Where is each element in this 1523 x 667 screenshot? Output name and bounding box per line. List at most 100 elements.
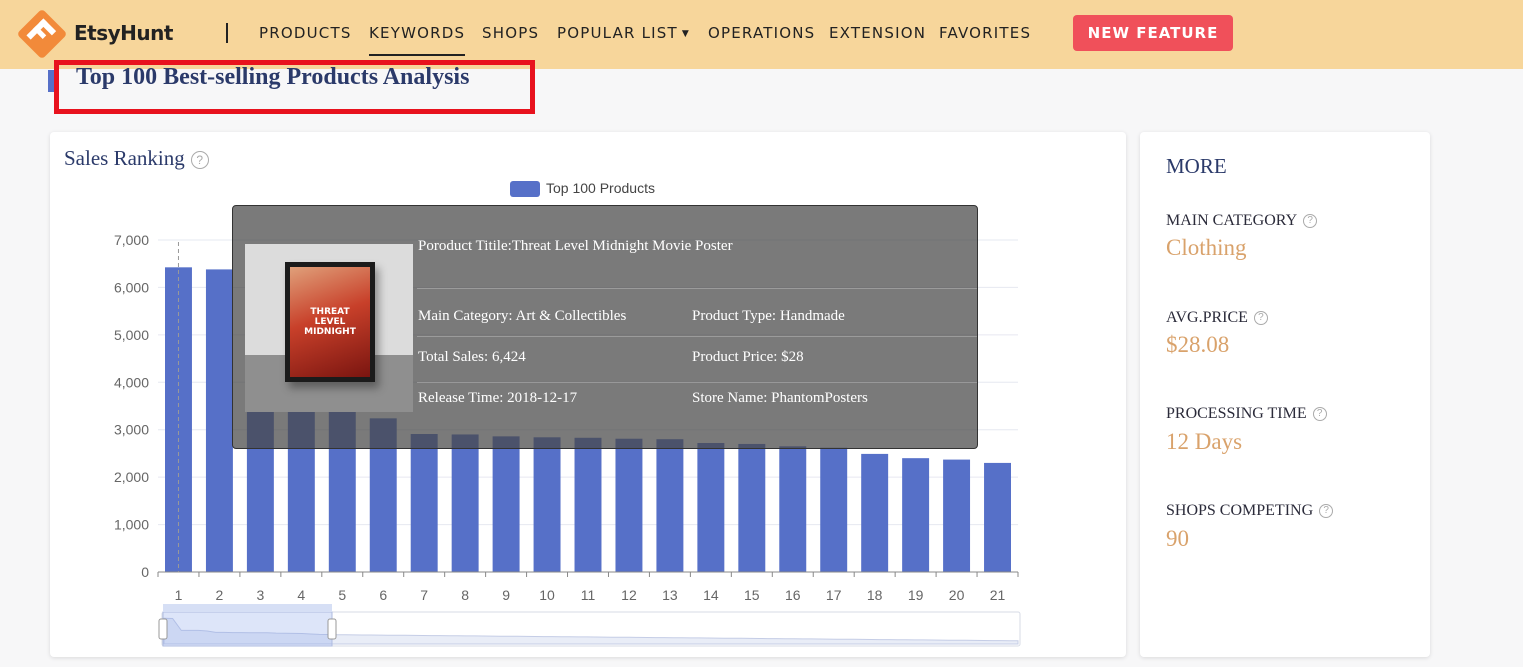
tooltip-product-price: Product Price: $28: [692, 349, 804, 365]
x-tick-label: 21: [990, 587, 1006, 603]
x-tick-label: 14: [703, 587, 719, 603]
poster-text: THREAT LEVEL MIDNIGHT: [304, 307, 356, 337]
nav-extension[interactable]: EXTENSION: [829, 24, 927, 42]
main-category-value: Clothing: [1166, 235, 1247, 260]
x-tick-label: 12: [621, 587, 637, 603]
tooltip-divider: [417, 288, 977, 289]
highlight-box: [54, 60, 535, 114]
bar: [820, 447, 848, 572]
page-title: Top 100 Best-selling Products Analysis: [76, 64, 470, 90]
x-tick-label: 8: [461, 587, 469, 603]
x-tick-label: 9: [502, 587, 510, 603]
chart-legend[interactable]: Top 100 Products: [510, 180, 655, 198]
bar: [984, 462, 1011, 572]
x-tick-label: 5: [338, 587, 346, 603]
nav-shops[interactable]: SHOPS: [482, 24, 540, 42]
caret-down-icon: ▼: [681, 28, 691, 39]
nav-operations[interactable]: OPERATIONS: [708, 24, 816, 42]
new-feature-button[interactable]: NEW FEATURE: [1073, 15, 1233, 51]
x-tick-label: 6: [379, 587, 387, 603]
tooltip-release-time: Release Time: 2018-12-17: [418, 390, 578, 406]
avg-price-label: AVG.PRICE?: [1166, 309, 1268, 327]
x-tick-label: 15: [744, 587, 760, 603]
bar: [902, 458, 930, 572]
help-icon[interactable]: ?: [1319, 504, 1334, 519]
tooltip-store-name: Store Name: PhantomPosters: [692, 390, 868, 406]
main-category-label-text: MAIN CATEGORY: [1166, 212, 1298, 229]
bar: [533, 437, 561, 572]
y-tick-label: 0: [141, 564, 149, 580]
tooltip-divider: [417, 382, 977, 383]
tooltip-product-title: Poroduct Titile:Threat Level Midnight Mo…: [418, 238, 733, 254]
tooltip-divider: [417, 336, 977, 337]
more-title: MORE: [1166, 154, 1227, 178]
y-tick-label: 1,000: [114, 517, 149, 533]
zoom-handle-right: [327, 618, 337, 640]
sales-ranking-label: Sales Ranking: [64, 146, 185, 170]
x-tick-label: 1: [175, 587, 183, 603]
bar: [861, 453, 889, 572]
zoom-sparkline: [163, 617, 1019, 645]
bar: [574, 437, 602, 572]
nav-popular-list-label: POPULAR LIST: [557, 24, 678, 42]
shops-competing-value: 90: [1166, 526, 1189, 551]
sales-ranking-title: Sales Ranking?: [64, 146, 209, 171]
shops-competing-label: SHOPS COMPETING?: [1166, 502, 1334, 520]
x-tick-label: 7: [420, 587, 428, 603]
nav-keywords[interactable]: KEYWORDS: [369, 24, 466, 56]
avg-price-label-text: AVG.PRICE: [1166, 309, 1248, 326]
y-tick-label: 7,000: [114, 232, 149, 248]
bar: [451, 434, 479, 572]
bar: [410, 433, 438, 572]
bar: [943, 459, 971, 572]
x-tick-label: 17: [826, 587, 842, 603]
y-tick-label: 4,000: [114, 374, 149, 390]
legend-label: Top 100 Products: [546, 180, 655, 196]
nav-divider: [226, 23, 228, 43]
tooltip-total-sales: Total Sales: 6,424: [418, 349, 526, 365]
processing-time-value: 12 Days: [1166, 429, 1243, 454]
product-image: THREAT LEVEL MIDNIGHT: [245, 244, 413, 412]
y-tick-label: 2,000: [114, 469, 149, 485]
bar: [492, 436, 520, 572]
help-icon[interactable]: ?: [1303, 214, 1318, 229]
help-icon[interactable]: ?: [190, 151, 209, 170]
help-icon[interactable]: ?: [1312, 407, 1327, 422]
bar: [205, 269, 233, 572]
bar: [738, 443, 766, 572]
bar: [697, 442, 725, 572]
nav-products[interactable]: PRODUCTS: [259, 24, 352, 42]
x-tick-label: 18: [867, 587, 883, 603]
poster-frame: THREAT LEVEL MIDNIGHT: [285, 262, 375, 382]
x-tick-label: 10: [539, 587, 555, 603]
help-icon[interactable]: ?: [1253, 311, 1268, 326]
nav-favorites[interactable]: FAVORITES: [939, 24, 1032, 42]
x-tick-label: 3: [256, 587, 264, 603]
top-navigation-bar: EtsyHunt PRODUCTS KEYWORDS SHOPS POPULAR…: [0, 0, 1523, 69]
brand-name[interactable]: EtsyHunt: [74, 21, 173, 45]
x-tick-label: 19: [908, 587, 924, 603]
shops-competing-label-text: SHOPS COMPETING: [1166, 502, 1314, 519]
x-tick-label: 11: [581, 587, 596, 603]
zoom-handle-left: [158, 618, 168, 640]
etsyhunt-logo-icon[interactable]: [14, 6, 70, 62]
bar: [615, 438, 643, 572]
tooltip-main-category: Main Category: Art & Collectibles: [418, 308, 627, 324]
more-card: MORE MAIN CATEGORY? Clothing AVG.PRICE? …: [1140, 132, 1430, 657]
processing-time-label-text: PROCESSING TIME: [1166, 405, 1307, 422]
x-tick-label: 2: [216, 587, 224, 603]
y-tick-label: 3,000: [114, 422, 149, 438]
x-tick-label: 4: [297, 587, 305, 603]
bar: [779, 446, 807, 572]
nav-popular-list[interactable]: POPULAR LIST ▼: [557, 24, 690, 42]
main-category-label: MAIN CATEGORY?: [1166, 212, 1318, 230]
x-tick-label: 16: [785, 587, 801, 603]
x-tick-label: 20: [949, 587, 965, 603]
processing-time-label: PROCESSING TIME?: [1166, 405, 1327, 423]
y-tick-label: 5,000: [114, 327, 149, 343]
zoom-window: [162, 611, 333, 647]
title-accent-bar: [48, 70, 54, 92]
zoom-window-top: [163, 604, 332, 612]
tooltip-product-type: Product Type: Handmade: [692, 308, 845, 324]
